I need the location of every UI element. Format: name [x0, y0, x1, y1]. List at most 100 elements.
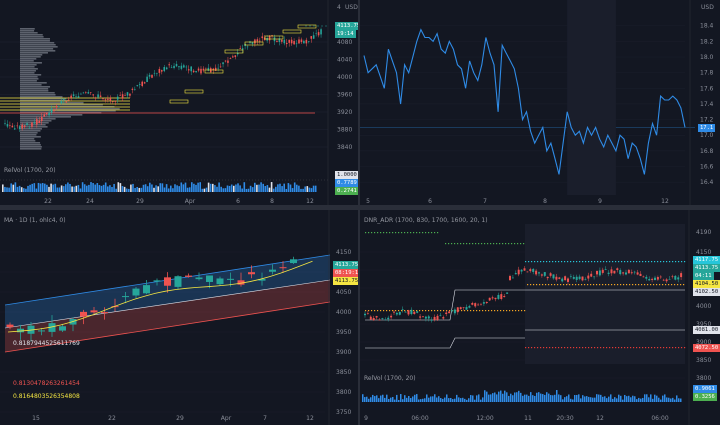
volume-bar	[436, 397, 438, 402]
price-tag: 17.1	[698, 124, 716, 132]
volume-bar	[199, 182, 201, 192]
level-dot	[663, 261, 665, 263]
volume-bar	[279, 183, 281, 192]
level-dot	[374, 232, 376, 234]
volume-bar	[662, 395, 664, 402]
candle-body	[535, 270, 538, 275]
candle-body	[207, 67, 210, 71]
volume-bar	[35, 188, 38, 192]
volume-bar	[540, 393, 542, 402]
candle-body	[185, 275, 192, 277]
level-dot	[557, 284, 559, 286]
volume-bar	[249, 185, 252, 192]
level-dot	[533, 284, 535, 286]
study-label-relvol[interactable]: RelVol (1700, 20)	[4, 167, 56, 174]
level-dot	[511, 243, 513, 245]
chart-es-intraday[interactable]: 415041004050400039503900385038004190906:…	[360, 210, 720, 425]
candle-body	[410, 309, 413, 315]
candle-body	[569, 276, 572, 277]
level-dot	[521, 310, 523, 312]
study-label-relvol[interactable]: RelVol (1700, 20)	[364, 375, 416, 382]
volume-bar	[530, 392, 532, 402]
candle-body	[85, 92, 87, 93]
candle-body	[509, 276, 511, 281]
volume-bar	[174, 184, 176, 192]
tag-level-1: 4102.50	[693, 288, 720, 296]
indicator-label-ma[interactable]: MA · 1D (1, ohlc4, 0)	[4, 217, 66, 224]
pane-es-daily-regression[interactable]: 4150410040504000395039003850380037501522…	[0, 210, 358, 425]
level-dot	[451, 243, 453, 245]
level-dot	[494, 310, 496, 312]
candle-body	[183, 65, 185, 68]
volume-tag-1: 1.0000	[335, 171, 358, 179]
level-dot	[407, 232, 409, 234]
volume-bar	[23, 188, 25, 192]
candle-body	[598, 270, 601, 276]
level-dot	[627, 347, 629, 349]
level-dot	[639, 347, 641, 349]
level-dot	[552, 347, 554, 349]
volume-bar	[458, 397, 460, 402]
volume-profile-bar	[20, 46, 58, 48]
volume-profile-bar	[20, 118, 56, 120]
candle-body	[212, 68, 215, 71]
pane-silver-line[interactable]: 18.4 18.2 18.0 17.8 17.6 17.4 17.2 17.0 16.8 16.6…	[360, 0, 720, 205]
candle-body	[497, 294, 500, 299]
volume-bar	[450, 397, 452, 402]
volume-bar	[128, 188, 130, 192]
level-dot	[467, 310, 469, 312]
candle-body	[459, 307, 462, 310]
y-tick: 3850	[336, 369, 351, 376]
candle-body	[636, 272, 639, 275]
volume-bar	[488, 394, 490, 402]
level-dot	[570, 347, 572, 349]
candle-body	[99, 95, 102, 97]
volume-bar	[532, 395, 534, 402]
volume-bar	[422, 398, 424, 402]
candle-body	[82, 92, 85, 94]
divider-horizontal[interactable]	[0, 205, 720, 210]
indicator-label-dnr-adr[interactable]: DNR_ADR (1700, 830, 1700, 1600, 20, 1)	[364, 217, 488, 224]
volume-bar	[18, 185, 21, 192]
level-dot	[591, 347, 593, 349]
candle-body	[648, 279, 651, 281]
level-dot	[657, 347, 659, 349]
level-dot	[428, 310, 430, 312]
candle-body	[146, 76, 148, 83]
session-box	[297, 24, 317, 29]
volume-profile-bar	[20, 96, 63, 98]
candle-body	[53, 109, 55, 112]
divider-vertical[interactable]	[358, 0, 360, 425]
level-dot	[611, 284, 613, 286]
volume-profile-bar	[20, 108, 120, 110]
candle-body	[290, 39, 293, 44]
volume-bar	[310, 188, 313, 192]
candle-body	[567, 278, 569, 282]
volume-bar	[584, 396, 586, 402]
level-dot	[599, 284, 601, 286]
pane-es-volume-profile[interactable]: 4080 4040 4000 3960 3920 3880 3840 4 USD 22 24 29 Ap…	[0, 0, 358, 205]
candle-body	[33, 122, 36, 124]
volume-bar	[544, 394, 546, 402]
candle-body	[488, 297, 491, 301]
volume-bar	[262, 183, 264, 192]
volume-bar	[622, 399, 624, 402]
candle-body	[480, 304, 482, 306]
volume-bar	[656, 395, 658, 402]
chart-silver-line[interactable]: 18.4 18.2 18.0 17.8 17.6 17.4 17.2 17.0 16.8 16.6…	[360, 0, 720, 205]
volume-bar	[512, 395, 514, 402]
y-tick: 4190	[696, 229, 711, 236]
volume-bar	[140, 187, 143, 192]
pane-es-intraday-adr[interactable]: 415041004050400039503900385038004190906:…	[360, 210, 720, 425]
chart-es-profile[interactable]: 4080 4040 4000 3960 3920 3880 3840 4 USD 22 24 29 Ap…	[0, 0, 358, 205]
level-dot	[540, 261, 542, 263]
volume-bar	[69, 183, 71, 192]
candle-body	[471, 303, 474, 305]
level-dot	[398, 310, 400, 312]
candle-body	[630, 272, 633, 274]
chart-es-daily[interactable]: 4150410040504000395039003850380037501522…	[0, 210, 358, 425]
level-dot	[410, 232, 412, 234]
level-dot	[508, 243, 510, 245]
candle-body	[503, 296, 506, 298]
level-dot	[681, 261, 683, 263]
